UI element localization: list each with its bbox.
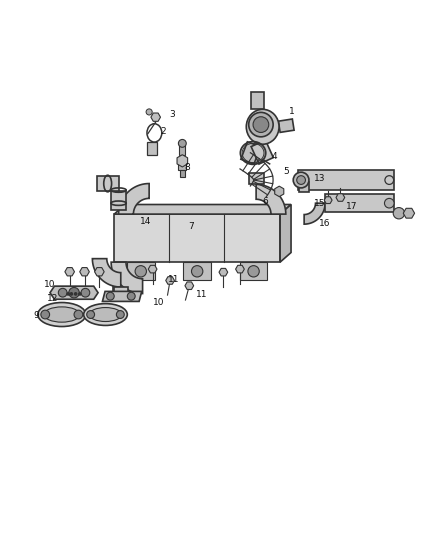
Text: 6: 6: [263, 197, 268, 206]
Text: 17: 17: [346, 202, 357, 211]
Polygon shape: [148, 265, 157, 273]
Ellipse shape: [84, 304, 127, 326]
Ellipse shape: [38, 303, 86, 327]
Polygon shape: [280, 205, 291, 262]
Text: 10: 10: [44, 280, 56, 289]
Polygon shape: [111, 191, 126, 210]
Text: 15: 15: [314, 199, 326, 208]
Ellipse shape: [44, 307, 80, 322]
Polygon shape: [65, 268, 74, 276]
Text: 5: 5: [284, 167, 290, 176]
Polygon shape: [127, 262, 155, 280]
Polygon shape: [147, 142, 157, 155]
Polygon shape: [236, 265, 244, 273]
Polygon shape: [119, 183, 149, 214]
Circle shape: [248, 265, 259, 277]
Circle shape: [146, 109, 152, 115]
Circle shape: [69, 287, 79, 298]
Text: 16: 16: [319, 219, 331, 228]
Polygon shape: [102, 292, 142, 302]
Circle shape: [41, 310, 49, 319]
Polygon shape: [324, 197, 332, 204]
Circle shape: [106, 292, 114, 300]
Polygon shape: [256, 184, 286, 214]
Text: 12: 12: [46, 294, 58, 303]
Circle shape: [81, 288, 90, 297]
Polygon shape: [185, 282, 194, 289]
Polygon shape: [279, 119, 294, 132]
Circle shape: [297, 176, 305, 184]
Circle shape: [117, 311, 124, 318]
Text: 3: 3: [169, 110, 174, 119]
Text: 9: 9: [33, 311, 39, 320]
Text: ●●●●: ●●●●: [66, 290, 82, 295]
Polygon shape: [336, 193, 345, 201]
Circle shape: [385, 198, 394, 208]
Circle shape: [253, 117, 269, 133]
Text: 10: 10: [152, 298, 164, 307]
Circle shape: [135, 265, 146, 277]
Text: 13: 13: [314, 174, 326, 183]
Polygon shape: [275, 186, 284, 197]
Circle shape: [178, 140, 186, 147]
Polygon shape: [297, 171, 394, 190]
Polygon shape: [97, 176, 119, 191]
Text: 7: 7: [188, 222, 194, 231]
Text: 11: 11: [196, 290, 208, 299]
Polygon shape: [119, 294, 134, 298]
Polygon shape: [251, 140, 273, 164]
Polygon shape: [80, 268, 89, 276]
Polygon shape: [249, 173, 264, 184]
Polygon shape: [166, 277, 174, 284]
Circle shape: [74, 310, 83, 319]
Circle shape: [58, 288, 67, 297]
Polygon shape: [177, 155, 187, 167]
Circle shape: [249, 112, 273, 137]
Circle shape: [393, 207, 405, 219]
Polygon shape: [304, 203, 325, 224]
Polygon shape: [241, 142, 261, 164]
Polygon shape: [183, 262, 212, 280]
Ellipse shape: [246, 109, 279, 144]
Polygon shape: [111, 262, 143, 294]
Polygon shape: [325, 195, 394, 212]
Circle shape: [191, 265, 203, 277]
Polygon shape: [114, 205, 291, 214]
Text: 2: 2: [160, 127, 166, 136]
Polygon shape: [114, 287, 128, 300]
Polygon shape: [179, 145, 185, 155]
Ellipse shape: [89, 308, 122, 321]
Polygon shape: [403, 208, 415, 218]
Polygon shape: [180, 169, 184, 177]
Text: 1: 1: [289, 107, 295, 116]
Polygon shape: [240, 262, 267, 280]
Circle shape: [127, 292, 135, 300]
Polygon shape: [151, 113, 160, 122]
Polygon shape: [114, 214, 280, 262]
Text: 14: 14: [140, 216, 151, 225]
Polygon shape: [92, 259, 121, 287]
Polygon shape: [95, 268, 104, 276]
Polygon shape: [219, 269, 228, 276]
Text: 4: 4: [272, 152, 277, 161]
Polygon shape: [299, 182, 309, 192]
Polygon shape: [178, 161, 186, 169]
Text: 8: 8: [184, 163, 190, 172]
Polygon shape: [50, 286, 98, 299]
Circle shape: [293, 172, 309, 188]
Polygon shape: [251, 92, 264, 109]
Circle shape: [87, 311, 95, 318]
Text: 11: 11: [167, 275, 179, 284]
